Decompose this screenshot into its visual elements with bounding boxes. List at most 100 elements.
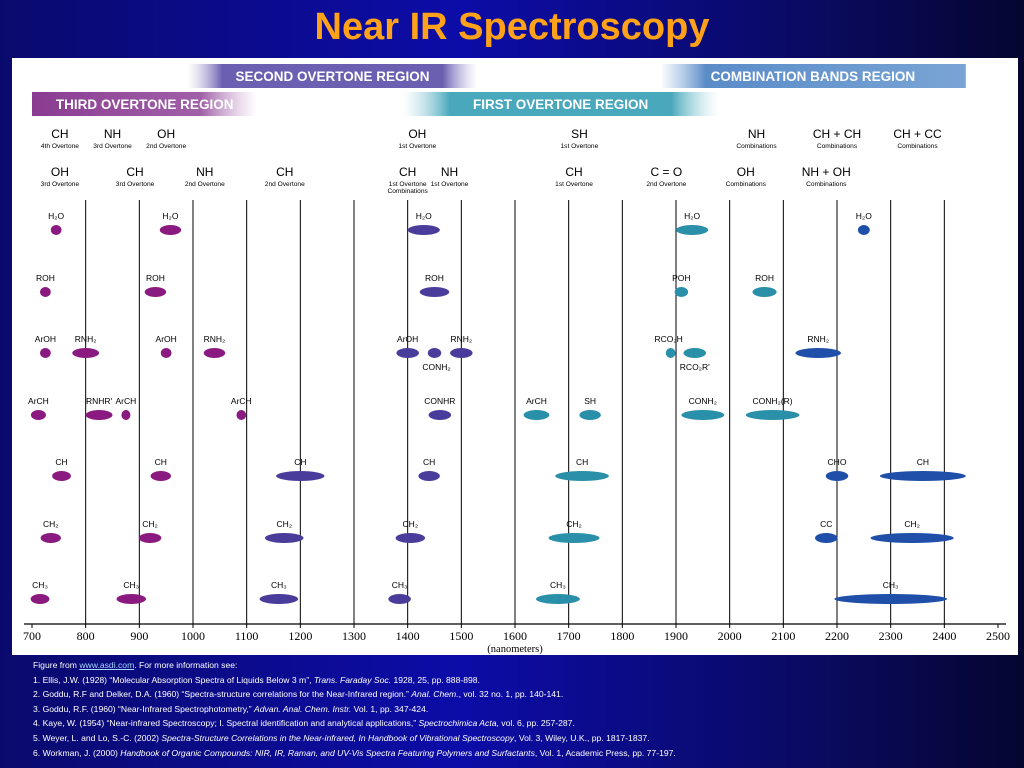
x-tick-label: 1400 [396, 629, 420, 643]
absorption-band [50, 225, 62, 235]
absorption-band [395, 533, 426, 543]
band-label: CH [55, 457, 67, 467]
absorption-band [548, 533, 600, 543]
absorption-band [579, 410, 601, 420]
band-label: POH [672, 273, 690, 283]
absorption-band [30, 410, 46, 420]
band-label: CH₂ [566, 519, 582, 529]
x-tick-label: 1200 [288, 629, 312, 643]
absorption-band [857, 225, 870, 235]
group-name: NH [104, 127, 121, 141]
group-name: OH [408, 127, 426, 141]
absorption-band [72, 348, 100, 358]
x-axis-label: (nanometers) [487, 644, 543, 655]
absorption-band [116, 594, 147, 604]
absorption-band [523, 410, 550, 420]
band-label: CH [155, 457, 167, 467]
x-tick-label: 2500 [986, 629, 1010, 643]
group-sub: Combinations [897, 143, 938, 150]
reference-item: 2. Goddu, R.F and Delker, D.A. (1960) “S… [33, 689, 564, 700]
x-tick-label: 1700 [557, 629, 581, 643]
group-sub: 2nd Overtone [646, 181, 686, 188]
figure-source: Figure from www.asdi.com. For more infor… [33, 660, 238, 670]
group-sub: 1st Overtone [555, 181, 593, 188]
absorption-band [450, 348, 473, 358]
region-label: THIRD OVERTONE REGION [56, 97, 234, 112]
band-label: CONH₂(R) [753, 396, 793, 406]
band-label: CH₃ [550, 580, 566, 590]
reference-list: 1. Ellis, J.W. (1928) “Molecular Absorpt… [33, 673, 1013, 761]
band-label: ArCH [28, 396, 49, 406]
absorption-band [674, 287, 689, 297]
nir-correlation-chart: SECOND OVERTONE REGION COMBINATION BANDS … [23, 64, 1010, 655]
absorption-band [870, 533, 954, 543]
x-tick-label: 1600 [503, 629, 527, 643]
chart-panel: SECOND OVERTONE REGION COMBINATION BANDS … [12, 58, 1018, 655]
absorption-band [138, 533, 162, 543]
group-name: OH [51, 165, 69, 179]
group-name: CH [51, 127, 68, 141]
band-label: RNH₂ [75, 334, 97, 344]
x-tick-label: 2300 [879, 629, 903, 643]
band-label: CH₂ [276, 519, 292, 529]
band-label: CH [294, 457, 306, 467]
absorption-band [814, 533, 838, 543]
band-label: SH [584, 396, 596, 406]
band-label: RCO₂H [654, 334, 682, 344]
region-label: FIRST OVERTONE REGION [473, 97, 648, 112]
band-label: CHO [828, 457, 847, 467]
absorption-band [236, 410, 247, 420]
group-sub: Combinations [726, 181, 767, 188]
group-sub: Combinations [817, 143, 858, 150]
x-tick-label: 2000 [718, 629, 742, 643]
band-label: RNH₂ [450, 334, 472, 344]
band-label: ArOH [397, 334, 418, 344]
group-sub: 2nd Overtone [146, 143, 186, 150]
absorption-band [259, 594, 299, 604]
group-name: CH + CH [813, 127, 861, 141]
band-label: ArOH [35, 334, 56, 344]
absorption-band [121, 410, 131, 420]
band-label: CONHR [424, 396, 455, 406]
group-sub: 3rd Overtone [116, 181, 155, 188]
x-tick-label: 1100 [235, 629, 259, 643]
references: Figure from www.asdi.com. For more infor… [33, 658, 1013, 760]
band-label: ArOH [156, 334, 177, 344]
absorption-band [30, 594, 50, 604]
band-label: CH₃ [123, 580, 139, 590]
band-label: H₂O [416, 211, 432, 221]
absorption-band [419, 287, 450, 297]
band-label: ArCH [116, 396, 137, 406]
group-sub: 1st Overtone [389, 181, 427, 188]
region-banner [659, 64, 966, 88]
band-label: H₂O [856, 211, 872, 221]
group-name: C = O [650, 165, 682, 179]
region-label: SECOND OVERTONE REGION [236, 69, 430, 84]
absorption-band [418, 471, 440, 481]
band-label: CH₂ [904, 519, 920, 529]
absorption-band [40, 348, 51, 358]
band-label: CC [820, 519, 832, 529]
group-sub: 1st Overtone [561, 143, 599, 150]
group-name: CH [399, 165, 416, 179]
reference-item: 4. Kaye, W. (1954) “Near-infrared Spectr… [33, 718, 575, 729]
band-label: CH₃ [392, 580, 408, 590]
absorption-band [825, 471, 849, 481]
group-name: CH [126, 165, 143, 179]
absorption-band [879, 471, 966, 481]
absorption-band [40, 287, 51, 297]
band-label: CH₂ [142, 519, 158, 529]
band-label: ArCH [526, 396, 547, 406]
x-tick-label: 900 [130, 629, 148, 643]
absorption-band [40, 533, 61, 543]
band-label: CH₂ [403, 519, 419, 529]
absorption-band [683, 348, 707, 358]
group-sub: Combinations [806, 181, 847, 188]
x-tick-label: 1000 [181, 629, 205, 643]
source-link[interactable]: www.asdi.com [79, 660, 135, 670]
region-banner [402, 92, 719, 116]
absorption-band [676, 225, 709, 235]
absorption-band [407, 225, 440, 235]
group-name: NH [748, 127, 765, 141]
absorption-band [427, 348, 442, 358]
